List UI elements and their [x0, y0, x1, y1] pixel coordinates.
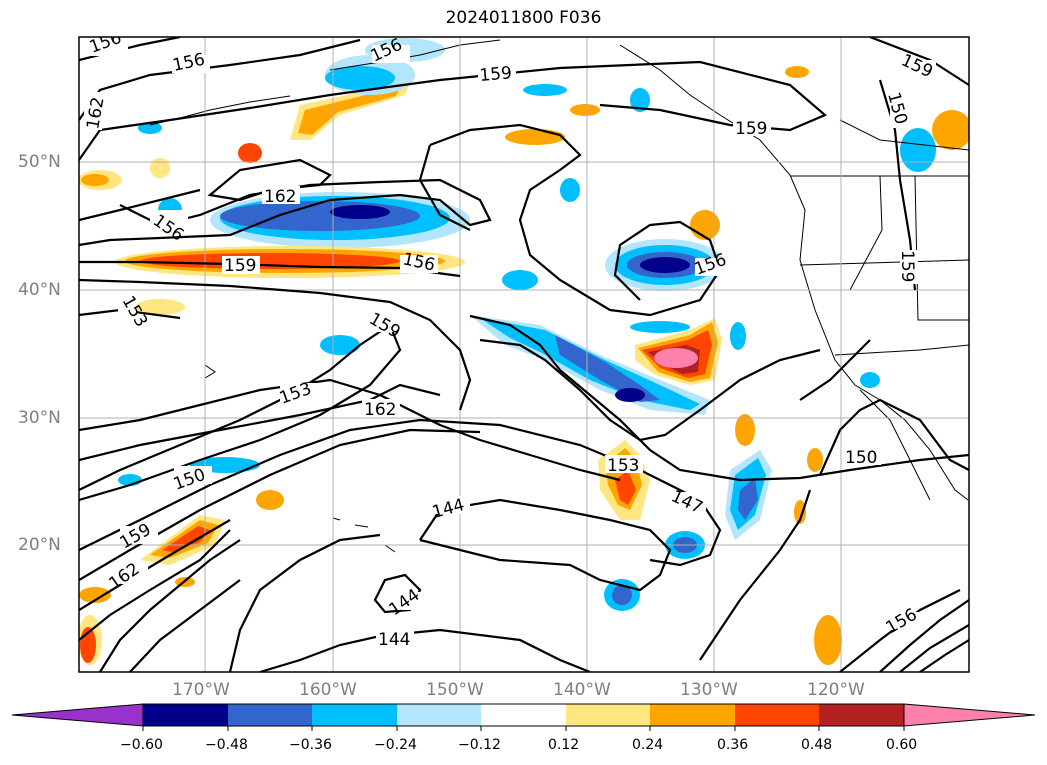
colorbar [11, 703, 1036, 731]
chart-title: 2024011800 F036 [445, 8, 602, 28]
plot-area: 156 156 159 156 162 156 159 156 159 156 … [79, 37, 969, 672]
colorbar-cell [819, 704, 904, 726]
contour-label: 159 [224, 256, 256, 276]
colorbar-tick-label: −0.60 [120, 737, 163, 753]
colorbar-cell [735, 704, 819, 726]
lat-label-30n: 30°N [18, 408, 61, 428]
colorbar-tick-label: 0.36 [717, 737, 749, 753]
lon-label-150w: 150°W [426, 680, 484, 700]
contour-label: 159 [479, 63, 513, 86]
colorbar-cell [481, 704, 566, 726]
lon-label-120w: 120°W [807, 680, 865, 700]
colorbar-tick-label: 0.60 [886, 737, 918, 753]
colorbar-tick-label: 0.48 [801, 737, 833, 753]
plot-frame [78, 36, 970, 673]
colorbar-cell [566, 704, 650, 726]
contour-label: 162 [364, 400, 396, 420]
lon-label-160w: 160°W [299, 680, 357, 700]
contour-label: 153 [607, 456, 639, 476]
contour-label: 144 [378, 630, 410, 650]
lat-label-50n: 50°N [18, 152, 61, 172]
colorbar-tick-label: −0.36 [289, 737, 332, 753]
colorbar-tick-label: −0.48 [205, 737, 248, 753]
colorbar-tick-label: −0.24 [374, 737, 417, 753]
lon-label-130w: 130°W [680, 680, 738, 700]
colorbar-tick-label: 0.24 [632, 737, 664, 753]
colorbar-cell [143, 704, 228, 726]
colorbar-cell [228, 704, 312, 726]
colorbar-extend-low [11, 703, 144, 727]
lon-label-170w: 170°W [172, 680, 230, 700]
colorbar-cell [397, 704, 481, 726]
lat-label-20n: 20°N [18, 535, 61, 555]
colorbar-extend-high [903, 703, 1036, 727]
colorbar-cell [650, 704, 735, 726]
gridlines [79, 37, 969, 672]
contour-label: 162 [264, 187, 296, 207]
contour-label: 150 [845, 448, 877, 468]
contour-label: 159 [897, 250, 917, 282]
lon-label-140w: 140°W [553, 680, 611, 700]
colorbar-tick-label: −0.12 [458, 737, 501, 753]
contour-label: 159 [735, 119, 767, 139]
colorbar-tick-label: 0.12 [548, 737, 580, 753]
lat-label-40n: 40°N [18, 280, 61, 300]
colorbar-cell [312, 704, 397, 726]
